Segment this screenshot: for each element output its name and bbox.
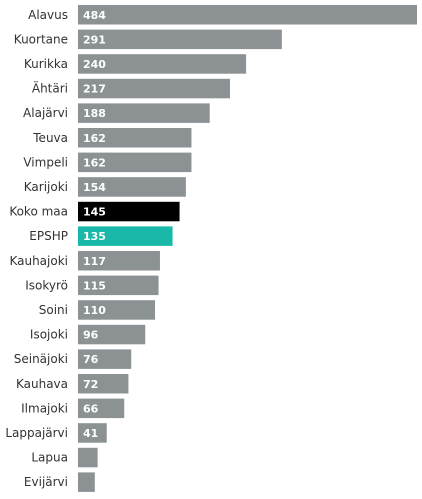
category-label: Ähtäri (32, 81, 68, 96)
category-label: Koko maa (9, 205, 68, 219)
data-label: 72 (83, 378, 98, 391)
bar[interactable] (78, 374, 129, 394)
bar[interactable] (78, 5, 417, 25)
category-label: Kauhajoki (9, 254, 68, 268)
data-label: 135 (83, 230, 106, 243)
data-label: 145 (83, 206, 106, 219)
data-label: 76 (83, 353, 99, 366)
data-label: 162 (83, 156, 106, 169)
category-label: Teuva (32, 131, 68, 145)
category-label: Karijoki (24, 180, 68, 194)
bar[interactable] (78, 201, 180, 222)
data-label: 240 (83, 58, 106, 71)
data-label: 291 (83, 33, 106, 46)
data-label: 188 (83, 107, 106, 120)
data-label: 117 (83, 255, 106, 268)
bar[interactable] (78, 423, 107, 443)
bar[interactable] (78, 447, 98, 468)
bar[interactable] (78, 29, 282, 50)
bar[interactable] (78, 324, 146, 345)
category-label: Lappajärvi (5, 426, 68, 440)
bar[interactable] (78, 54, 247, 74)
data-label: 217 (83, 83, 106, 96)
bar[interactable] (78, 398, 125, 419)
bar[interactable] (78, 78, 230, 99)
data-label: 110 (83, 304, 106, 317)
category-label: Soini (39, 303, 68, 317)
category-label: Ilmajoki (21, 401, 68, 415)
data-label: 484 (83, 9, 106, 22)
bar[interactable] (78, 300, 156, 320)
bar[interactable] (78, 177, 186, 197)
bar[interactable] (78, 103, 210, 123)
bar[interactable] (78, 128, 192, 148)
category-label: Kuortane (14, 32, 68, 46)
data-label: 96 (83, 329, 99, 342)
category-label: Alajärvi (23, 106, 68, 120)
bar[interactable] (78, 275, 159, 296)
category-label: Evijärvi (24, 475, 68, 489)
bar[interactable] (78, 226, 173, 246)
bar[interactable] (78, 152, 192, 173)
category-label: Isokyrö (25, 278, 68, 292)
category-label: Kurikka (24, 57, 68, 71)
category-label: Kauhava (16, 377, 68, 391)
bar[interactable] (78, 251, 160, 271)
data-label: 41 (83, 427, 98, 440)
data-label: 154 (83, 181, 106, 194)
bar[interactable] (78, 472, 95, 492)
category-label: Seinäjoki (14, 352, 68, 366)
data-label: 115 (83, 279, 106, 292)
category-label: Lapua (31, 451, 68, 465)
data-label: 162 (83, 132, 106, 145)
category-label: Isojoki (30, 328, 68, 342)
category-label: EPSHP (29, 229, 68, 243)
bar[interactable] (78, 349, 132, 369)
category-label: Alavus (28, 8, 68, 22)
data-label: 66 (83, 402, 99, 415)
category-label: Vimpeli (23, 155, 68, 169)
